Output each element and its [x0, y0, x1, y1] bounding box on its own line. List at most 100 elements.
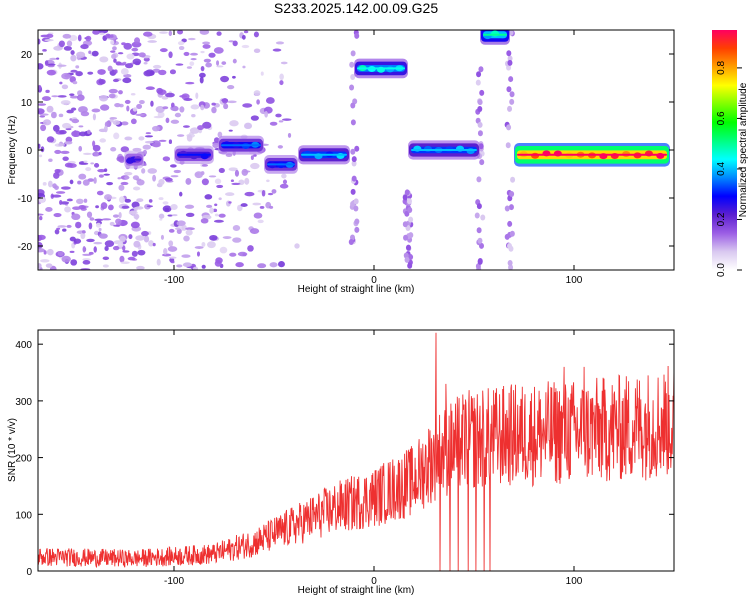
heatmap-noise-blob — [44, 38, 54, 42]
heatmap-noise-blob — [269, 262, 278, 268]
heatmap-noise-blob — [103, 173, 111, 176]
heatmap-noise-blob — [64, 162, 73, 168]
heatmap-noise-blob — [110, 39, 115, 45]
heatmap-noise-blob — [158, 178, 165, 186]
heatmap-noise-blob — [131, 47, 139, 52]
heatmap-noise-blob — [277, 145, 283, 149]
heatmap-signal-segment — [298, 145, 350, 165]
heatmap-noise-blob — [59, 200, 63, 205]
heatmap-noise-blob — [124, 176, 130, 180]
heatmap-noise-blob — [237, 251, 248, 257]
heatmap-noise-blob — [86, 238, 95, 243]
heatmap-peak-blob — [656, 152, 665, 159]
heatmap-noise-blob — [275, 113, 282, 118]
heatmap-noise-blob — [104, 194, 113, 201]
heatmap-noise-blob — [90, 162, 95, 165]
heatmap-noise-blob — [62, 228, 67, 232]
heatmap-noise-blob — [122, 77, 132, 84]
heatmap-noise-blob — [132, 186, 141, 191]
snr-x-tick-label: 100 — [566, 576, 583, 587]
heatmap-noise-blob — [353, 198, 359, 205]
heatmap-noise-blob — [183, 125, 190, 128]
heatmap-noise-blob — [171, 106, 179, 112]
heatmap-noise-blob — [118, 184, 125, 191]
heatmap-noise-blob — [231, 182, 241, 186]
heatmap-noise-blob — [45, 89, 50, 94]
heatmap-noise-blob — [147, 40, 158, 43]
colorbar-tick-label: 0.4 — [716, 162, 727, 176]
heatmap-noise-blob — [98, 78, 106, 85]
heatmap-noise-blob — [52, 183, 57, 189]
heatmap-noise-blob — [117, 177, 122, 180]
heatmap-noise-blob — [100, 104, 110, 111]
heatmap-y-axis: -20 -10 0 10 20 — [18, 50, 674, 253]
heatmap-noise-blob — [42, 182, 47, 186]
heatmap-noise-blob — [162, 106, 169, 110]
heatmap-noise-blob — [112, 46, 117, 51]
heatmap-noise-blob — [119, 255, 125, 263]
heatmap-noise-blob — [112, 224, 121, 227]
heatmap-noise-blob — [201, 163, 209, 167]
heatmap-noise-blob — [51, 95, 59, 98]
heatmap-noise-blob — [70, 69, 78, 73]
heatmap-noise-blob — [55, 191, 66, 194]
heatmap-noise-blob — [39, 115, 46, 118]
heatmap-noise-blob — [100, 202, 108, 210]
heatmap-noise-blob — [132, 58, 142, 65]
heatmap-noise-blob — [407, 206, 413, 213]
heatmap-noise-blob — [98, 227, 102, 232]
heatmap-noise-blob — [161, 95, 169, 100]
heatmap-noise-blob — [38, 242, 43, 249]
heatmap-noise-blob — [53, 172, 60, 179]
heatmap-noise-blob — [480, 214, 486, 221]
heatmap-noise-blob — [250, 115, 259, 121]
heatmap-noise-blob — [143, 62, 148, 65]
heatmap-noise-blob — [221, 61, 227, 65]
heatmap-noise-blob — [402, 194, 408, 201]
heatmap-noise-blob — [128, 210, 138, 216]
heatmap-noise-blob — [133, 240, 141, 248]
heatmap-noise-blob — [185, 227, 195, 231]
heatmap-noise-blob — [247, 245, 254, 252]
heatmap-noise-blob — [108, 88, 118, 94]
heatmap-noise-blob — [71, 107, 77, 111]
heatmap-noise-blob — [224, 192, 235, 197]
heatmap-noise-blob — [40, 259, 50, 263]
heatmap-noise-blob — [120, 68, 129, 75]
heatmap-noise-blob — [404, 189, 410, 196]
heatmap-noise-blob — [135, 235, 145, 241]
colorbar-tick-label: 0.8 — [716, 61, 727, 75]
heatmap-noise-blob — [141, 230, 149, 237]
heatmap-noise-blob — [82, 258, 91, 261]
heatmap-noise-blob — [354, 32, 360, 39]
heatmap-noise-blob — [101, 218, 112, 221]
heatmap-noise-blob — [507, 259, 513, 266]
heatmap-noise-blob — [227, 84, 235, 90]
heatmap-noise-blob — [133, 207, 138, 212]
heatmap-noise-blob — [250, 155, 254, 160]
heatmap-noise-blob — [208, 175, 217, 178]
heatmap-noise-blob — [92, 30, 100, 35]
heatmap-noise-blob — [132, 222, 138, 227]
heatmap-noise-blob — [477, 105, 483, 112]
heatmap-y-tick-label: -20 — [18, 242, 33, 253]
heatmap-signal-segment — [218, 135, 264, 155]
heatmap-noise-blob — [477, 121, 483, 128]
heatmap-noise-blob — [192, 266, 199, 270]
heatmap-noise-blob — [107, 65, 113, 72]
heatmap-noise-blob — [73, 130, 78, 137]
heatmap-noise-blob — [506, 124, 512, 131]
heatmap-noise-blob — [506, 86, 512, 93]
heatmap-noise-blob — [58, 113, 64, 118]
heatmap-noise-blob — [81, 230, 86, 234]
heatmap-noise-blob — [152, 125, 160, 132]
heatmap-noise-blob — [478, 66, 484, 73]
heatmap-noise-blob — [95, 205, 100, 209]
heatmap-noise-blob — [167, 214, 173, 217]
heatmap-noise-blob — [214, 178, 222, 185]
heatmap-signal-segment — [264, 155, 298, 174]
heatmap-noise-blob — [124, 171, 133, 176]
heatmap-noise-blob — [204, 194, 213, 200]
heatmap-noise-blob — [38, 248, 46, 253]
heatmap-noise-blob — [269, 121, 278, 126]
